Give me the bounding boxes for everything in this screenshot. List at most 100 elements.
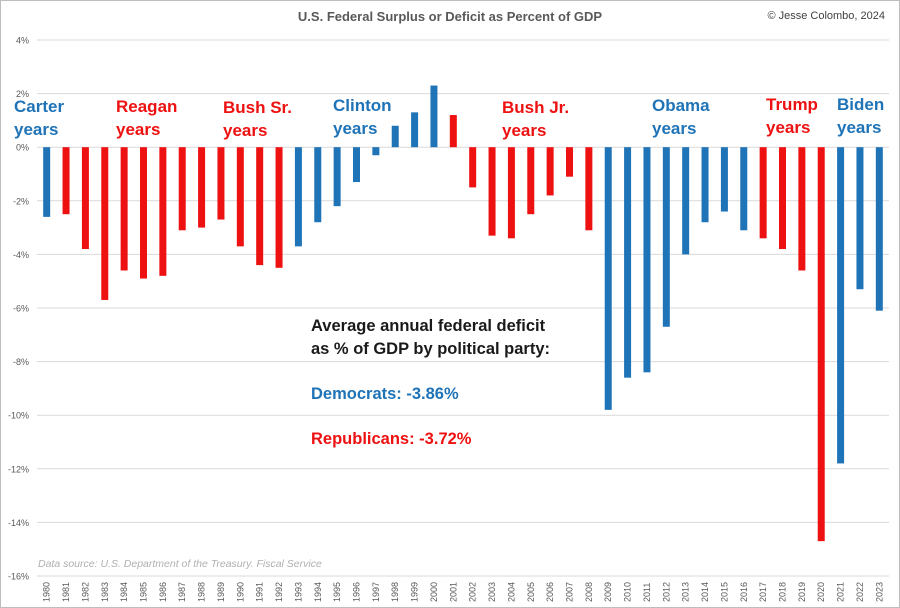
era-name: Biden <box>837 95 885 114</box>
bar-1988 <box>198 147 206 228</box>
era-years: years <box>116 120 161 139</box>
era-label-reagan: Reagan years <box>116 95 226 141</box>
era-name: Obama <box>652 96 710 115</box>
bar-1999 <box>411 112 419 148</box>
bar-1997 <box>372 147 380 156</box>
x-tick-label: 2001 <box>448 582 458 602</box>
era-name: Carter <box>14 97 65 116</box>
era-name: Trump <box>766 95 818 114</box>
x-tick-label: 2007 <box>565 582 575 602</box>
x-tick-label: 2021 <box>836 582 846 602</box>
bar-1981 <box>62 147 70 215</box>
x-tick-label: 2023 <box>874 582 884 602</box>
y-tick-label: -12% <box>8 464 29 474</box>
era-years: years <box>652 119 697 138</box>
x-tick-label: 1985 <box>139 582 149 602</box>
bar-2002 <box>469 147 477 188</box>
bar-2022 <box>856 147 864 290</box>
bar-2015 <box>720 147 728 212</box>
bar-1991 <box>256 147 264 266</box>
x-tick-label: 2022 <box>855 582 865 602</box>
x-tick-label: 2019 <box>797 582 807 602</box>
x-tick-label: 2012 <box>661 582 671 602</box>
bar-1982 <box>81 147 89 250</box>
x-tick-label: 2016 <box>739 582 749 602</box>
x-tick-label: 2013 <box>681 582 691 602</box>
era-label-biden: Biden years <box>837 93 900 139</box>
era-years: years <box>333 119 378 138</box>
bar-2001 <box>449 115 457 148</box>
x-tick-label: 2017 <box>758 582 768 602</box>
x-tick-label: 2003 <box>487 582 497 602</box>
y-tick-label: -16% <box>8 572 29 582</box>
y-tick-label: 4% <box>16 36 29 46</box>
bar-2017 <box>759 147 767 239</box>
era-years: years <box>837 118 882 137</box>
bar-1993 <box>294 147 302 247</box>
x-tick-label: 1988 <box>197 582 207 602</box>
data-source-note: Data source: U.S. Department of the Trea… <box>38 558 322 570</box>
x-tick-label: 2015 <box>719 582 729 602</box>
bar-2023 <box>875 147 883 311</box>
bar-2011 <box>643 147 651 373</box>
bar-2004 <box>507 147 515 239</box>
era-label-carter: Carter years <box>14 95 124 141</box>
x-tick-label: 2010 <box>623 582 633 602</box>
bar-2007 <box>566 147 573 177</box>
x-tick-label: 2005 <box>526 582 536 602</box>
democrats-average: Democrats: -3.86% <box>311 385 459 403</box>
annotation-line-2: as % of GDP by political party: <box>311 340 551 358</box>
x-tick-label: 1996 <box>352 582 362 602</box>
era-label-trump: Trump years <box>766 93 876 139</box>
bar-1986 <box>159 147 167 276</box>
bar-2008 <box>585 147 593 231</box>
era-name: Bush Sr. <box>223 98 292 117</box>
x-tick-label: 2011 <box>642 583 652 602</box>
x-tick-label: 2009 <box>603 582 613 602</box>
chart-title: U.S. Federal Surplus or Deficit as Perce… <box>297 9 603 24</box>
x-tick-label: 1997 <box>371 582 381 602</box>
y-tick-label: -10% <box>8 411 29 421</box>
x-tick-label: 1993 <box>293 582 303 602</box>
y-tick-label: -2% <box>13 196 29 206</box>
x-tick-label: 1989 <box>216 582 226 602</box>
bars <box>43 85 883 542</box>
bar-1990 <box>236 147 244 247</box>
y-tick-label: -6% <box>13 304 29 314</box>
x-tick-label: 2006 <box>545 582 555 602</box>
x-tick-label: 1986 <box>158 582 168 602</box>
bar-2003 <box>488 147 496 236</box>
era-label-bush-sr: Bush Sr. years <box>223 96 333 142</box>
bar-2016 <box>740 147 748 231</box>
bar-1989 <box>217 147 225 220</box>
x-tick-label: 1998 <box>390 582 400 602</box>
bar-2005 <box>527 147 535 215</box>
bar-2021 <box>837 147 845 464</box>
bar-2019 <box>798 147 806 271</box>
y-tick-label: 0% <box>16 143 29 153</box>
bar-2000 <box>430 85 438 148</box>
bar-2020 <box>817 147 825 542</box>
x-tick-label: 1992 <box>274 582 284 602</box>
x-tick-label: 2002 <box>468 582 478 602</box>
x-tick-label: 1981 <box>61 582 71 602</box>
era-years: years <box>766 118 811 137</box>
x-tick-label: 2014 <box>700 582 710 602</box>
copyright-text: © Jesse Colombo, 2024 <box>767 10 885 22</box>
x-tick-label: 2020 <box>816 582 826 602</box>
bar-2018 <box>779 147 786 250</box>
era-years: years <box>223 121 268 140</box>
x-tick-label: 2018 <box>778 582 788 602</box>
y-tick-label: -8% <box>13 357 29 367</box>
x-tick-label: 1987 <box>177 582 187 602</box>
era-label-clinton: Clinton years <box>333 94 443 140</box>
era-label-obama: Obama years <box>652 94 762 140</box>
y-axis-ticks: 4% 2% 0% -2% -4% -6% -8% -10% -12% -14% -16% <box>8 36 29 582</box>
x-tick-label: 1999 <box>410 582 420 602</box>
bar-1987 <box>178 147 186 231</box>
x-tick-label: 2004 <box>506 582 516 602</box>
x-tick-label: 1980 <box>42 582 52 602</box>
x-tick-label: 1991 <box>255 582 265 602</box>
bar-1996 <box>353 147 360 183</box>
